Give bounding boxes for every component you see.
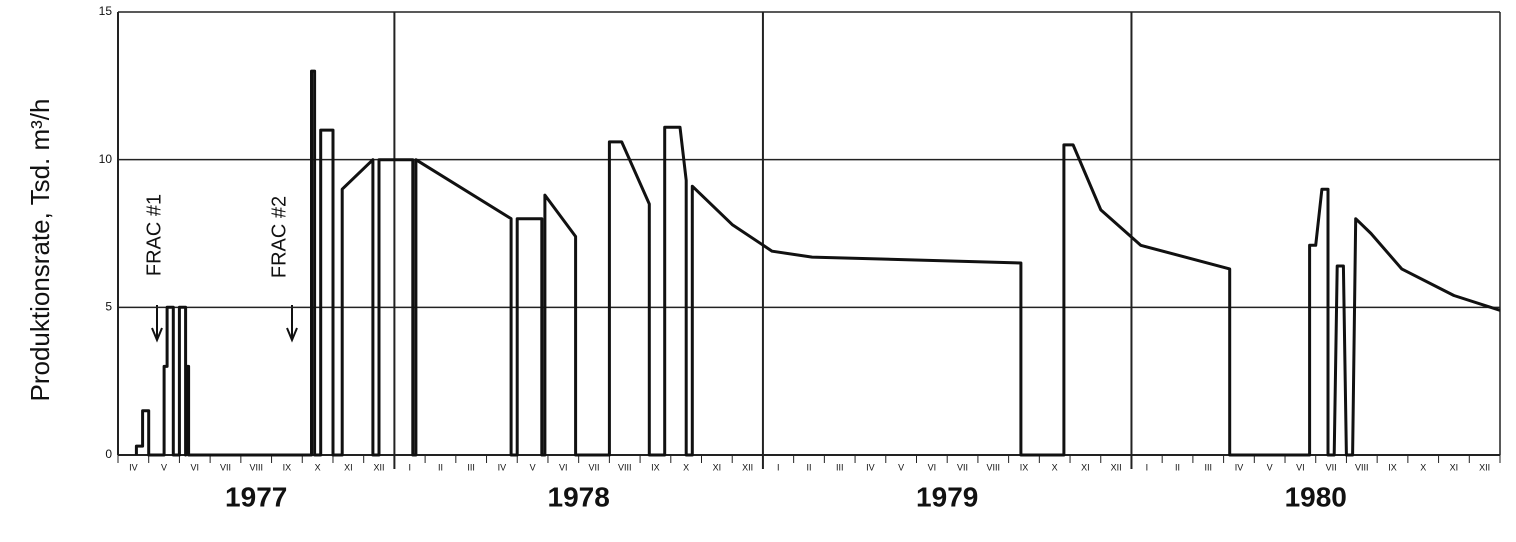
- x-tick-label: XI: [344, 462, 353, 472]
- x-tick-label: IX: [283, 462, 292, 472]
- year-label: 1979: [916, 481, 978, 512]
- x-tick-label: I: [1146, 462, 1149, 472]
- x-tick-label: VII: [1326, 462, 1337, 472]
- annotation: FRAC #2: [268, 196, 290, 278]
- x-tick-label: X: [683, 462, 689, 472]
- x-tick-label: VIII: [1355, 462, 1369, 472]
- annotation-arrow: [151, 305, 163, 343]
- x-tick-label: IX: [1388, 462, 1397, 472]
- x-tick-label: XI: [1450, 462, 1459, 472]
- year-label: 1978: [548, 481, 610, 512]
- x-tick-label: V: [1267, 462, 1273, 472]
- year-label: 1980: [1285, 481, 1347, 512]
- x-tick-label: IX: [651, 462, 660, 472]
- x-tick-label: XII: [1111, 462, 1122, 472]
- x-tick-label: XI: [1081, 462, 1090, 472]
- x-tick-label: VIII: [249, 462, 263, 472]
- x-tick-label: XII: [1479, 462, 1490, 472]
- x-tick-label: XII: [374, 462, 385, 472]
- x-tick-label: V: [898, 462, 904, 472]
- x-tick-label: VIII: [618, 462, 632, 472]
- x-tick-label: VI: [191, 462, 200, 472]
- x-tick-label: VI: [559, 462, 568, 472]
- x-tick-label: IV: [498, 462, 507, 472]
- x-tick-label: IX: [1020, 462, 1029, 472]
- x-tick-label: IV: [1235, 462, 1244, 472]
- x-tick-label: VIII: [987, 462, 1001, 472]
- annotation-arrow: [286, 305, 298, 343]
- x-tick-label: I: [408, 462, 411, 472]
- x-tick-label: VII: [589, 462, 600, 472]
- x-tick-label: IV: [866, 462, 875, 472]
- x-tick-label: I: [777, 462, 780, 472]
- x-tick-label: V: [161, 462, 167, 472]
- x-tick-label: III: [836, 462, 844, 472]
- x-tick-label: VII: [220, 462, 231, 472]
- annotation: FRAC #1: [143, 194, 165, 276]
- y-axis-label: Produktionsrate, Tsd. m³/h: [25, 99, 55, 402]
- x-tick-label: II: [1175, 462, 1180, 472]
- x-tick-label: IV: [129, 462, 138, 472]
- x-tick-label: II: [806, 462, 811, 472]
- x-tick-label: X: [1052, 462, 1058, 472]
- x-tick-label: XI: [713, 462, 722, 472]
- x-tick-label: VI: [1296, 462, 1305, 472]
- x-tick-label: XII: [742, 462, 753, 472]
- x-tick-label: III: [1204, 462, 1212, 472]
- y-tick-label: 10: [99, 152, 113, 166]
- x-tick-label: V: [530, 462, 536, 472]
- y-tick-label: 15: [99, 4, 113, 18]
- x-tick-label: III: [467, 462, 475, 472]
- x-tick-label: II: [438, 462, 443, 472]
- y-tick-label: 5: [105, 300, 112, 314]
- year-label: 1977: [225, 481, 287, 512]
- y-tick-label: 0: [105, 447, 112, 461]
- x-tick-label: X: [315, 462, 321, 472]
- data-line: [134, 69, 1501, 457]
- x-tick-label: VII: [957, 462, 968, 472]
- x-tick-label: X: [1420, 462, 1426, 472]
- x-tick-label: VI: [928, 462, 937, 472]
